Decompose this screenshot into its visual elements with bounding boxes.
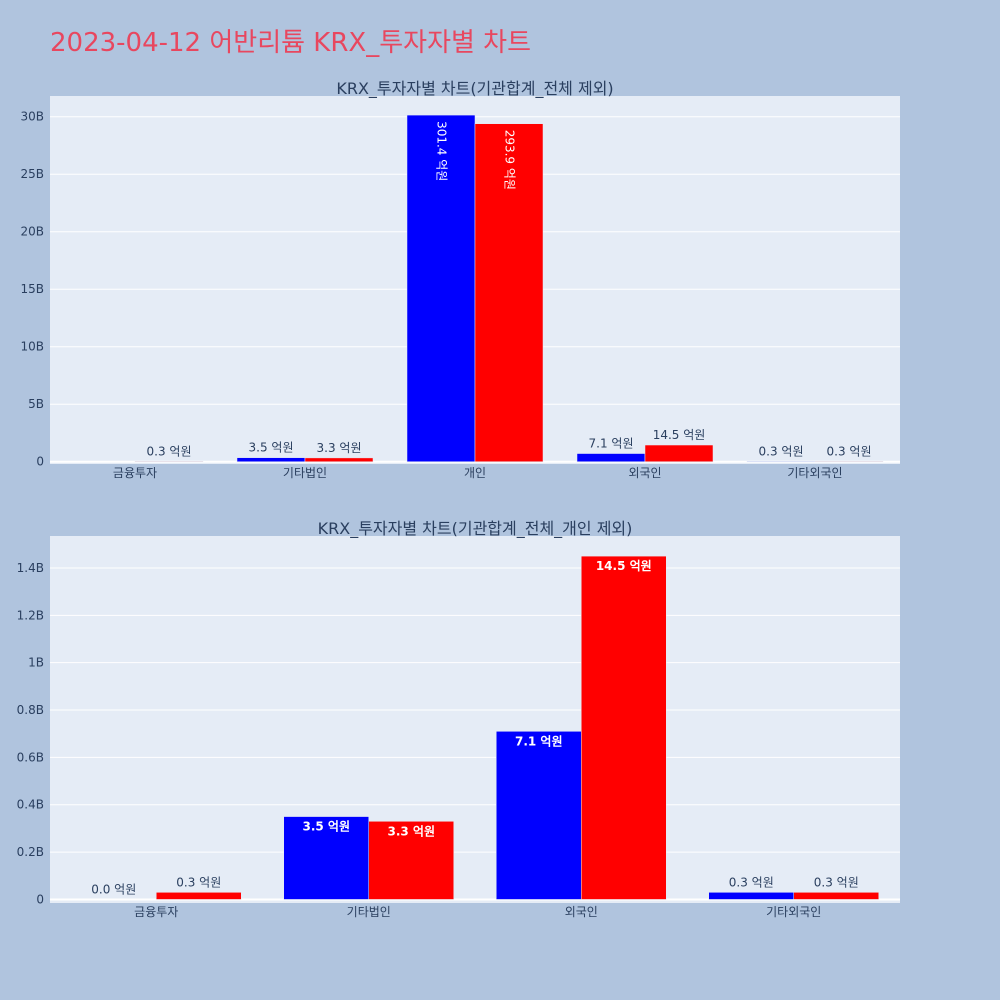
bar (496, 731, 582, 900)
x-tick-label: 금융투자 (113, 466, 157, 480)
bar-label: 0.3 억원 (814, 875, 859, 889)
bar (474, 123, 544, 462)
y-tick-label: 0.2B (17, 845, 44, 859)
y-tick-label: 0 (36, 455, 44, 469)
y-tick-label: 0 (36, 892, 44, 906)
bar-label: 0.0 억원 (91, 882, 136, 896)
x-tick-label: 기타법인 (283, 466, 327, 480)
plot-area (50, 536, 900, 903)
y-tick-label: 0.6B (17, 750, 44, 764)
bar-label: 3.3 억원 (317, 441, 362, 455)
bar-label: 3.5 억원 (302, 820, 350, 834)
bar (708, 892, 794, 900)
bar (236, 457, 306, 462)
y-tick-label: 15B (20, 282, 44, 296)
bar (283, 816, 369, 900)
y-tick-label: 1.2B (17, 608, 44, 622)
bar-label: 0.3 억원 (147, 444, 192, 458)
chart-title: KRX_투자자별 차트(기관합계_전체_개인 제외) (318, 519, 633, 539)
chart-panel-1: 0 5B 10B 15B 20B 25B 30B KRX_투자자별 차트(기관합계_전체 제외… (20, 79, 900, 480)
x-tick-label: 금융투자 (134, 905, 178, 919)
bar-label: 7.1 억원 (515, 734, 563, 748)
x-tick-label: 외국인 (628, 466, 661, 480)
y-tick-label: 5B (28, 397, 44, 411)
y-tick-label: 0.4B (17, 798, 44, 812)
y-tick-label: 20B (20, 225, 44, 239)
x-tick-label: 기타외국인 (787, 466, 842, 480)
page-title: 2023-04-12 어반리튬 KRX_투자자별 차트 (50, 28, 532, 58)
y-tick-label: 10B (20, 340, 44, 354)
bar-label: 0.3 억원 (827, 444, 872, 458)
y-tick-label: 25B (20, 167, 44, 181)
bar-label: 293.9 억원 (503, 130, 517, 190)
x-tick-label: 기타법인 (347, 905, 391, 919)
x-tick-label: 외국인 (565, 905, 598, 919)
bar (576, 453, 646, 462)
bar (368, 821, 454, 900)
bar (644, 444, 714, 462)
bar-label: 0.3 억원 (759, 444, 804, 458)
x-tick-label: 개인 (464, 466, 486, 480)
bar-label: 0.3 억원 (729, 875, 774, 889)
y-tick-label: 1B (28, 656, 44, 670)
bar-label: 3.3 억원 (387, 824, 435, 838)
y-tick-label: 0.8B (17, 703, 44, 717)
x-tick-label: 기타외국인 (766, 905, 821, 919)
bar-label: 3.5 억원 (249, 441, 294, 455)
bar-label: 0.3 억원 (176, 875, 221, 889)
bar (304, 457, 374, 462)
bar-label: 301.4 억원 (435, 121, 449, 181)
bar (581, 555, 667, 900)
bar-label: 14.5 억원 (653, 428, 706, 442)
chart-panel-2: 0 0.2B 0.4B 0.6B 0.8B 1B 1.2B 1.4B KRX_투자자별 차트(기… (17, 519, 900, 919)
bar (156, 892, 242, 900)
y-tick-label: 30B (20, 110, 44, 124)
bar (793, 892, 879, 900)
y-tick-label: 1.4B (17, 561, 44, 575)
bar-label: 7.1 억원 (589, 437, 634, 451)
bar-label: 14.5 억원 (596, 559, 652, 573)
chart-title: KRX_투자자별 차트(기관합계_전체 제외) (336, 79, 613, 99)
bar (406, 114, 476, 462)
